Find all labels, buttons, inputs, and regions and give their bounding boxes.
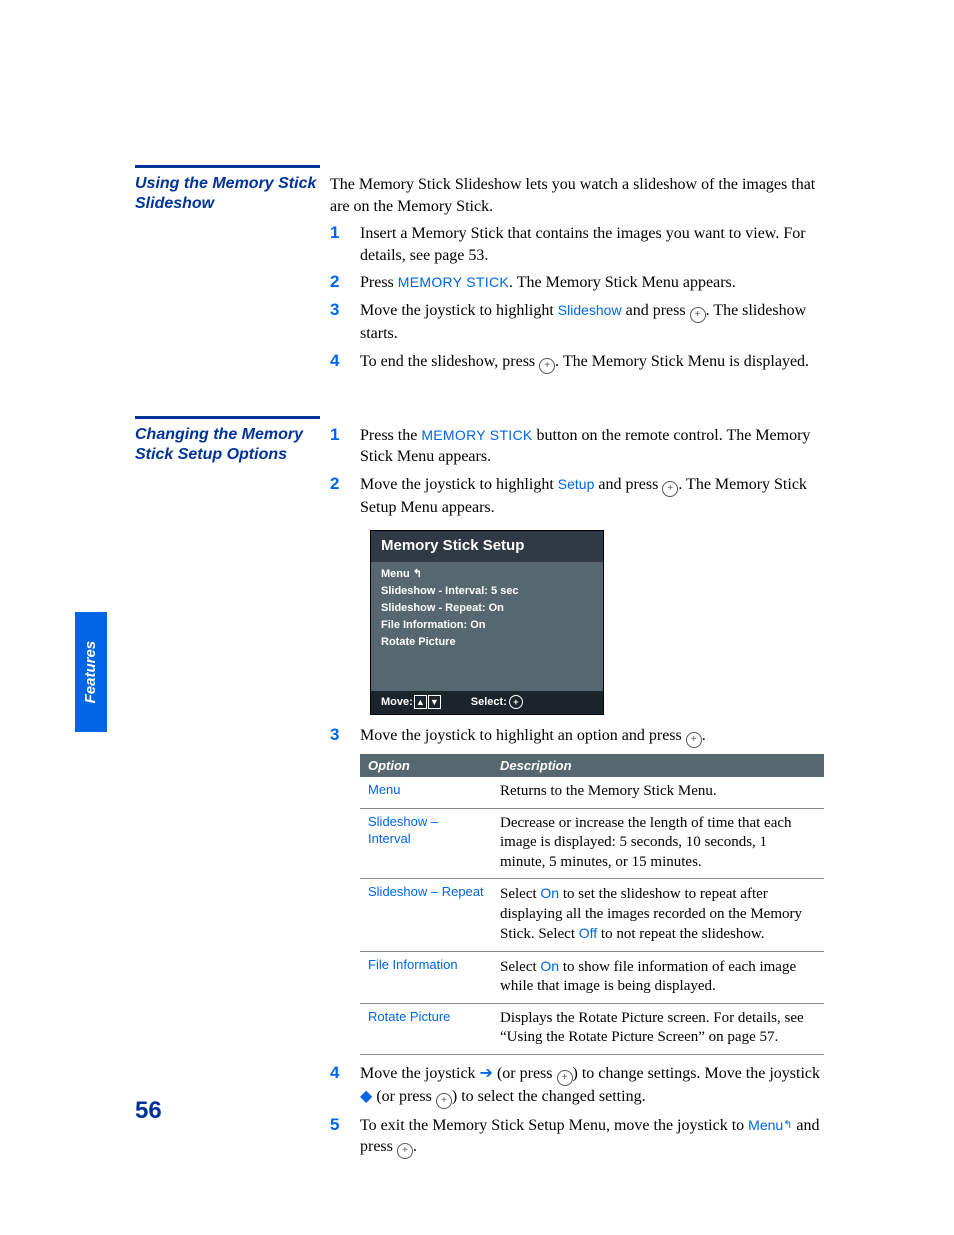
content-area: Using the Memory Stick Slideshow The Mem… <box>135 165 825 1165</box>
section-setup: Changing the Memory Stick Setup Options … <box>135 416 825 1166</box>
opt-fileinfo: File Information <box>360 951 492 1003</box>
arrow-right-icon: ➔ <box>480 1065 493 1082</box>
select-icon: + <box>539 358 555 374</box>
side-tab-features: Features <box>75 612 107 732</box>
opt-repeat-desc: Select On to set the slideshow to repeat… <box>492 879 824 952</box>
osd-item: Rotate Picture <box>381 634 593 651</box>
slideshow-keyword: Slideshow <box>558 302 622 318</box>
setup-2-b: and press <box>594 476 662 493</box>
osd-move-label: Move: <box>381 696 413 708</box>
setup-4-c: ) to change settings. <box>573 1065 705 1082</box>
select-icon: + <box>662 481 678 497</box>
step-3-a: Move the joystick to highlight <box>360 302 558 319</box>
off-keyword: Off <box>579 925 597 941</box>
step-3: 3 Move the joystick to highlight Slidesh… <box>330 300 825 345</box>
table-row: Rotate Picture Displays the Rotate Pictu… <box>360 1003 824 1054</box>
osd-footer: Move:▲▼ Select:+ <box>371 691 603 714</box>
options-table: Option Description Menu Returns to the M… <box>360 754 824 1055</box>
page-number: 56 <box>135 1095 162 1127</box>
section-slideshow: Using the Memory Stick Slideshow The Mem… <box>135 165 825 380</box>
osd-select-label: Select: <box>471 696 507 708</box>
setup-5-a: To exit the Memory Stick Setup Menu, mov… <box>360 1117 748 1134</box>
setup-2-a: Move the joystick to highlight <box>360 476 558 493</box>
osd-title: Memory Stick Setup <box>371 531 603 561</box>
on-keyword: On <box>540 885 559 901</box>
select-icon: + <box>557 1070 573 1086</box>
setup-4-d: Move the joystick <box>704 1065 820 1082</box>
osd-item: Slideshow - Repeat: On <box>381 600 593 617</box>
setup-4-f: ) to select the changed setting. <box>452 1088 646 1105</box>
on-keyword: On <box>540 958 559 974</box>
step-1-text: Insert a Memory Stick that contains the … <box>360 225 806 264</box>
osd-item: Menu ↰ <box>381 566 593 583</box>
setup-step-4: 4 Move the joystick ➔ (or press +) to ch… <box>330 1063 825 1109</box>
step-3-b: and press <box>622 302 690 319</box>
opt-interval: Slideshow – Interval <box>360 808 492 879</box>
step-1: 1 Insert a Memory Stick that contains th… <box>330 223 825 266</box>
setup-5-c: . <box>413 1138 417 1155</box>
osd-item: Slideshow - Interval: 5 sec <box>381 583 593 600</box>
step-4-b: . The Memory Stick Menu is displayed. <box>555 353 809 370</box>
memory-stick-keyword: MEMORY STICK <box>398 274 509 290</box>
step-2: 2 Press MEMORY STICK. The Memory Stick M… <box>330 272 825 294</box>
page: Features Using the Memory Stick Slidesho… <box>0 0 954 1235</box>
table-row: File Information Select On to show file … <box>360 951 824 1003</box>
osd-select: Select:+ <box>471 695 523 710</box>
setup-3-b: . <box>702 727 706 744</box>
memory-stick-keyword: MEMORY STICK <box>421 427 532 443</box>
setup-step-3: 3 Move the joystick to highlight an opti… <box>330 725 825 1055</box>
select-icon: + <box>397 1143 413 1159</box>
arrow-down-icon: ▼ <box>428 695 441 709</box>
setup-step-1: 1 Press the MEMORY STICK button on the r… <box>330 425 825 468</box>
select-icon: + <box>690 307 706 323</box>
heading-setup: Changing the Memory Stick Setup Options <box>135 416 320 465</box>
opt-interval-desc: Decrease or increase the length of time … <box>492 808 824 879</box>
setup-keyword: Setup <box>558 476 595 492</box>
opt-menu: Menu <box>360 777 492 808</box>
setup-4-b: (or press <box>493 1065 557 1082</box>
th-option: Option <box>360 754 492 778</box>
table-row: Slideshow – Repeat Select On to set the … <box>360 879 824 952</box>
setup-3-a: Move the joystick to highlight an option… <box>360 727 686 744</box>
opt-rotate-desc: Displays the Rotate Picture screen. For … <box>492 1003 824 1054</box>
opt-repeat: Slideshow – Repeat <box>360 879 492 952</box>
osd-move: Move:▲▼ <box>381 695 441 710</box>
menu-keyword: Menu <box>748 1117 783 1133</box>
opt-menu-desc: Returns to the Memory Stick Menu. <box>492 777 824 808</box>
select-icon: + <box>436 1093 452 1109</box>
osd-body: Menu ↰ Slideshow - Interval: 5 sec Slide… <box>371 562 603 691</box>
setup-4-a: Move the joystick <box>360 1065 480 1082</box>
select-icon: + <box>686 732 702 748</box>
step-4: 4 To end the slideshow, press +. The Mem… <box>330 351 825 374</box>
arrow-up-icon: ▲ <box>414 695 427 709</box>
step-2-b: . The Memory Stick Menu appears. <box>509 274 736 291</box>
table-row: Menu Returns to the Memory Stick Menu. <box>360 777 824 808</box>
osd-memory-stick-setup: Memory Stick Setup Menu ↰ Slideshow - In… <box>370 530 604 714</box>
setup-1-a: Press the <box>360 427 421 444</box>
arrow-left-icon: ◆ <box>360 1088 372 1105</box>
step-2-a: Press <box>360 274 398 291</box>
opt-rotate: Rotate Picture <box>360 1003 492 1054</box>
steps-slideshow: 1 Insert a Memory Stick that contains th… <box>330 223 825 373</box>
table-row: Slideshow – Interval Decrease or increas… <box>360 808 824 879</box>
steps-setup: 1 Press the MEMORY STICK button on the r… <box>330 425 825 1160</box>
th-description: Description <box>492 754 824 778</box>
osd-item: File Information: On <box>381 617 593 634</box>
side-tab-label: Features <box>81 641 101 704</box>
heading-slideshow: Using the Memory Stick Slideshow <box>135 165 320 214</box>
setup-step-2: 2 Move the joystick to highlight Setup a… <box>330 474 825 715</box>
intro-slideshow: The Memory Stick Slideshow lets you watc… <box>330 174 825 217</box>
step-4-a: To end the slideshow, press <box>360 353 539 370</box>
select-icon: + <box>509 695 523 709</box>
setup-step-5: 5 To exit the Memory Stick Setup Menu, m… <box>330 1115 825 1160</box>
setup-4-e: (or press <box>372 1088 436 1105</box>
opt-fileinfo-desc: Select On to show file information of ea… <box>492 951 824 1003</box>
